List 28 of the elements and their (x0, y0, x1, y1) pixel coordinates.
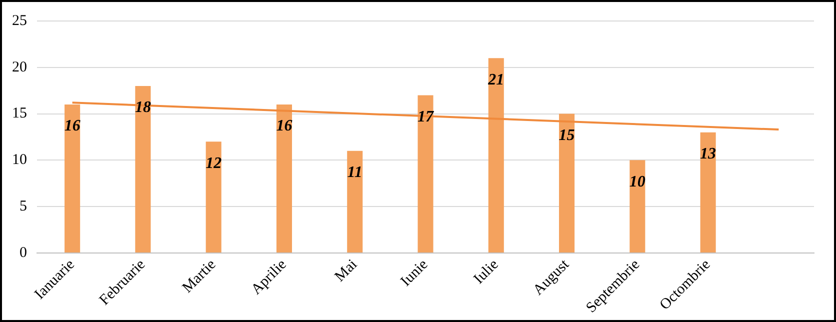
x-tick-label: Iunie (398, 256, 432, 290)
bar (488, 58, 504, 252)
data-label: 12 (206, 154, 222, 172)
data-label: 11 (347, 164, 362, 182)
data-label: 18 (134, 99, 151, 116)
y-tick-label: 5 (20, 198, 27, 215)
bar (206, 142, 222, 252)
bar (347, 150, 363, 252)
data-label: 21 (487, 71, 504, 88)
data-label: 13 (700, 145, 716, 162)
y-tick-label: 25 (12, 12, 27, 29)
bar (276, 104, 292, 252)
y-tick-label: 20 (12, 59, 27, 76)
bar (418, 95, 434, 252)
bar (135, 86, 151, 252)
bar (700, 132, 716, 252)
bar (630, 160, 646, 252)
y-tick-label: 15 (12, 106, 27, 122)
bar (559, 114, 575, 252)
data-label: 16 (64, 118, 80, 135)
data-label: 15 (558, 126, 575, 144)
data-label: 10 (629, 173, 646, 190)
y-tick-label: 10 (12, 152, 27, 168)
x-tick-label: Mai (332, 256, 360, 286)
y-tick-label: 0 (20, 244, 27, 261)
bar (64, 104, 80, 252)
data-label: 17 (418, 108, 434, 126)
x-tick-label: Iulie (470, 256, 502, 288)
